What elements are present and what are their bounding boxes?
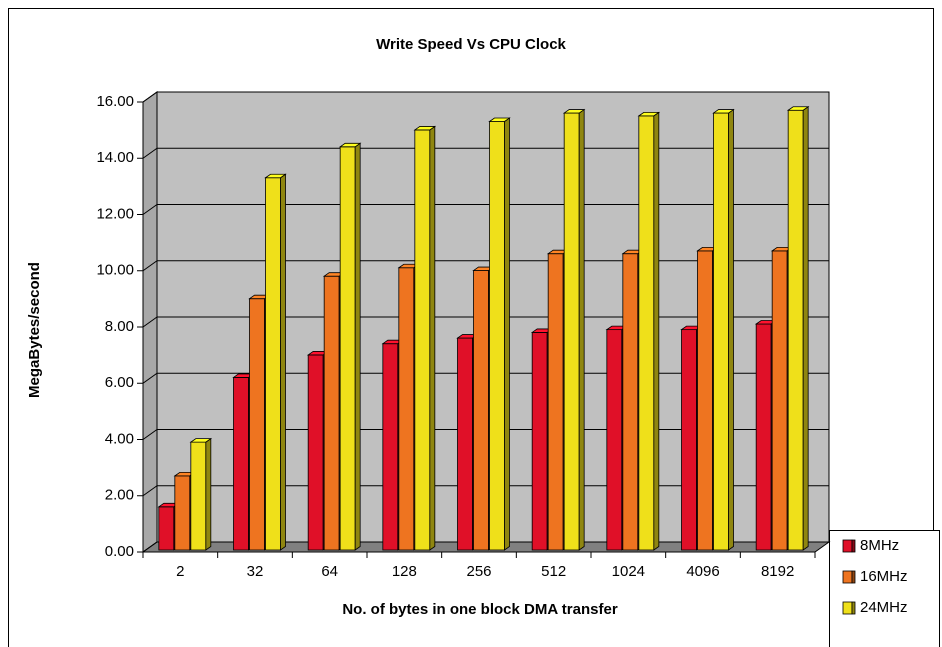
bar-front bbox=[713, 112, 729, 551]
x-tick-label: 256 bbox=[466, 563, 491, 580]
bar-top bbox=[637, 111, 661, 117]
y-tick-label: 14.00 bbox=[96, 149, 134, 166]
chart-title: Write Speed Vs CPU Clock bbox=[376, 36, 566, 53]
grid-line-side bbox=[142, 429, 158, 440]
legend-swatch-side bbox=[851, 601, 856, 615]
bar-top bbox=[786, 106, 810, 111]
bar-top bbox=[413, 126, 437, 131]
bar bbox=[637, 111, 661, 551]
grid-line-side bbox=[142, 541, 158, 553]
bar-side bbox=[504, 117, 510, 551]
bar-front bbox=[547, 253, 564, 551]
bar-front bbox=[755, 323, 772, 551]
bar-front bbox=[697, 250, 713, 551]
bar-front bbox=[787, 109, 804, 551]
bar-front bbox=[489, 121, 505, 551]
grid-line-side bbox=[142, 485, 158, 497]
bar bbox=[189, 437, 213, 551]
legend-swatch-side bbox=[851, 570, 856, 584]
bar-top bbox=[488, 117, 511, 122]
grid-line-side bbox=[142, 91, 158, 103]
bar-front bbox=[190, 441, 207, 551]
grid-line-side bbox=[142, 147, 158, 159]
x-tick-label: 512 bbox=[541, 563, 566, 580]
bar bbox=[712, 108, 735, 551]
legend-label: 16MHz bbox=[860, 568, 908, 585]
bar-front bbox=[681, 329, 697, 551]
y-tick-label: 4.00 bbox=[105, 430, 134, 447]
legend-swatch bbox=[842, 539, 853, 553]
grid-line-side bbox=[142, 316, 158, 328]
y-tick-label: 0.00 bbox=[105, 543, 134, 560]
bar bbox=[562, 108, 586, 551]
legend-swatch bbox=[842, 570, 853, 584]
legend-label: 8MHz bbox=[860, 537, 899, 554]
bar-side bbox=[429, 125, 436, 551]
bar-front bbox=[414, 129, 431, 551]
bar-front bbox=[771, 250, 788, 551]
grid-line-side bbox=[142, 204, 158, 215]
grid-line-side bbox=[142, 372, 158, 384]
bar-front bbox=[249, 298, 265, 551]
bar-front bbox=[457, 337, 473, 551]
y-tick-label: 12.00 bbox=[96, 205, 134, 222]
bar-front bbox=[174, 475, 191, 551]
bar-top bbox=[562, 109, 586, 114]
bar-front bbox=[233, 377, 249, 551]
bar-top bbox=[264, 173, 287, 179]
bar-front bbox=[398, 267, 415, 551]
bar-front bbox=[339, 146, 356, 551]
legend-label: 24MHz bbox=[860, 599, 908, 616]
bar-front bbox=[531, 332, 548, 551]
bar bbox=[488, 117, 511, 551]
x-tick-label: 2 bbox=[176, 563, 184, 580]
bar-front bbox=[563, 112, 580, 551]
bar bbox=[264, 173, 287, 551]
bar-side bbox=[728, 108, 734, 551]
bar-top bbox=[712, 109, 735, 114]
y-tick-label: 2.00 bbox=[105, 487, 134, 504]
bar bbox=[413, 125, 437, 551]
bar-top bbox=[189, 438, 213, 443]
bar-front bbox=[158, 506, 175, 551]
y-tick-label: 10.00 bbox=[96, 262, 134, 279]
legend-swatch-side bbox=[851, 539, 856, 553]
bar-front bbox=[473, 270, 489, 551]
bar-front bbox=[265, 177, 281, 551]
bar-front bbox=[638, 115, 655, 551]
bar-side bbox=[205, 437, 212, 551]
y-tick-label: 16.00 bbox=[96, 93, 134, 110]
bar-side bbox=[578, 108, 585, 551]
bar-side bbox=[802, 105, 809, 551]
bar-side bbox=[653, 111, 660, 551]
y-tick-label: 8.00 bbox=[105, 318, 134, 335]
x-tick-label: 1024 bbox=[612, 563, 645, 580]
x-tick-label: 128 bbox=[392, 563, 417, 580]
bar bbox=[338, 142, 362, 551]
y-tick-label: 6.00 bbox=[105, 374, 134, 391]
x-tick-label: 8192 bbox=[761, 563, 794, 580]
x-tick-label: 4096 bbox=[686, 563, 719, 580]
bar-front bbox=[307, 354, 324, 551]
bar-front bbox=[382, 343, 399, 551]
bar-side bbox=[280, 173, 286, 551]
bar-front bbox=[622, 253, 639, 551]
x-tick-label: 64 bbox=[321, 563, 338, 580]
bar-top bbox=[338, 142, 362, 148]
x-tick-label: 32 bbox=[247, 563, 264, 580]
y-axis-label: MegaBytes/second bbox=[26, 262, 43, 398]
legend-swatch bbox=[842, 601, 853, 615]
bar-front bbox=[606, 329, 623, 551]
grid-line-side bbox=[142, 260, 158, 272]
bar-side bbox=[354, 142, 361, 551]
x-axis-label: No. of bytes in one block DMA transfer bbox=[342, 601, 617, 618]
bar bbox=[786, 105, 810, 551]
bar-front bbox=[323, 275, 340, 551]
